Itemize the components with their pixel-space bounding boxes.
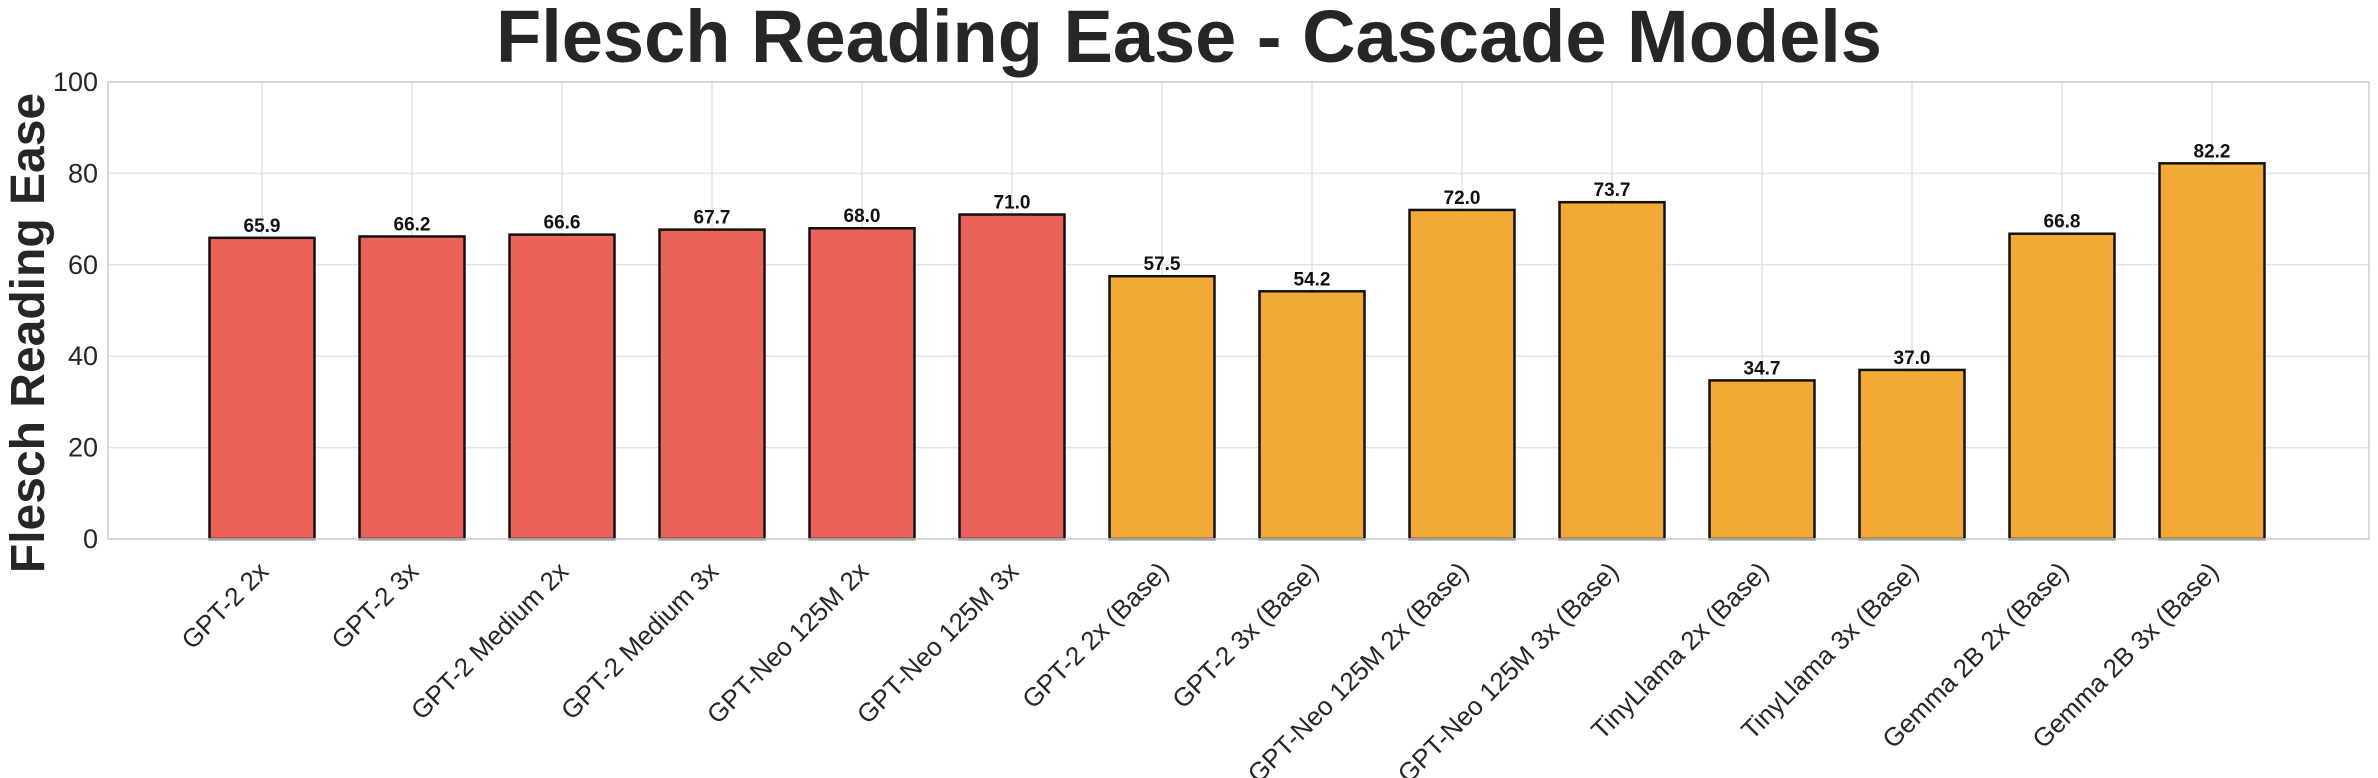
y-tick-label: 80	[68, 158, 98, 188]
value-label: 34.7	[1744, 358, 1781, 379]
bar	[1708, 379, 1816, 541]
x-tick-label: GPT-2 2x	[175, 556, 274, 655]
value-label: 82.2	[2194, 141, 2231, 162]
value-label: 66.2	[394, 214, 431, 235]
bar	[1258, 290, 1366, 541]
y-tick-label: 60	[68, 250, 98, 280]
value-label: 65.9	[244, 216, 281, 237]
chart-title: Flesch Reading Ease - Cascade Models	[496, 0, 1882, 78]
x-tick-label: GPT-2 2x (Base)	[1016, 556, 1174, 714]
x-tick-label: GPT-2 Medium 2x	[405, 556, 574, 725]
value-label: 73.7	[1594, 180, 1631, 201]
value-label: 54.2	[1294, 269, 1331, 290]
x-tick-label: GPT-2 Medium 3x	[555, 556, 724, 725]
x-tick-label: GPT-2 3x	[325, 556, 424, 655]
bar-layer	[208, 162, 2266, 541]
value-label: 68.0	[844, 206, 881, 227]
bar	[958, 213, 1066, 541]
plot-frame	[107, 81, 2370, 540]
x-tick-label: GPT-Neo 125M 3x	[851, 556, 1024, 729]
bar	[1858, 368, 1966, 541]
value-label: 71.0	[994, 193, 1031, 214]
bar	[2008, 232, 2116, 541]
bar	[1108, 274, 1216, 541]
bar	[1558, 200, 1666, 541]
y-tick-label: 100	[53, 67, 98, 97]
x-tick-label: GPT-2 3x (Base)	[1166, 556, 1324, 714]
x-tick-label: GPT-Neo 125M 2x	[701, 556, 874, 729]
bar	[2158, 162, 2266, 541]
bar	[508, 233, 616, 541]
y-axis-label: Flesch Reading Ease	[2, 93, 55, 573]
bar	[808, 226, 916, 541]
value-label: 72.0	[1444, 188, 1481, 209]
bar	[658, 228, 766, 541]
y-tick-label: 0	[83, 524, 98, 554]
bar	[1408, 208, 1516, 541]
value-label: 66.8	[2044, 212, 2081, 233]
bar	[208, 236, 316, 541]
value-label: 67.7	[694, 208, 731, 229]
value-label-layer: 65.9 66.2 66.6 67.7 68.0 71.0 57.5 54.2 72.0 73.7…	[244, 141, 2231, 379]
value-label: 66.6	[544, 213, 581, 234]
y-tick-label: 40	[68, 341, 98, 371]
y-tick-layer: 0 20 40 60 80 100	[53, 67, 98, 554]
y-tick-label: 20	[68, 433, 98, 463]
value-label: 57.5	[1144, 254, 1181, 275]
value-label: 37.0	[1894, 348, 1931, 369]
bar	[358, 235, 466, 541]
